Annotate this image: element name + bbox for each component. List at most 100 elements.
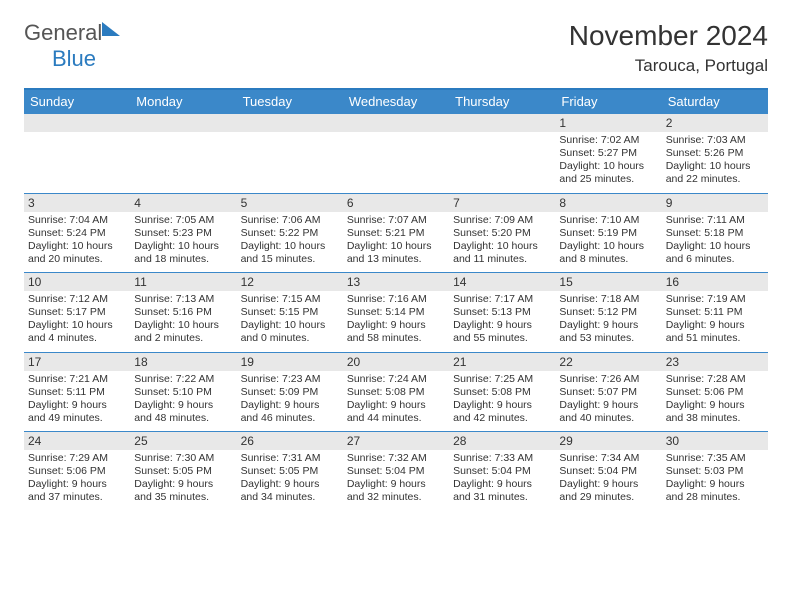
title-block: November 2024 Tarouca, Portugal: [569, 20, 768, 76]
day-details: Sunrise: 7:16 AMSunset: 5:14 PMDaylight:…: [343, 291, 449, 352]
sunset: Sunset: 5:22 PM: [241, 227, 339, 240]
sunset: Sunset: 5:24 PM: [28, 227, 126, 240]
day-number: 29: [555, 432, 661, 450]
day-number: 5: [237, 194, 343, 212]
daylight: Daylight: 10 hours and 25 minutes.: [559, 160, 657, 186]
day-number: 21: [449, 353, 555, 371]
sunset: Sunset: 5:18 PM: [666, 227, 764, 240]
day-number: 15: [555, 273, 661, 291]
day-cell: 18Sunrise: 7:22 AMSunset: 5:10 PMDayligh…: [130, 352, 236, 432]
day-details: Sunrise: 7:12 AMSunset: 5:17 PMDaylight:…: [24, 291, 130, 352]
day-number: 22: [555, 353, 661, 371]
day-details: Sunrise: 7:33 AMSunset: 5:04 PMDaylight:…: [449, 450, 555, 511]
daylight: Daylight: 10 hours and 13 minutes.: [347, 240, 445, 266]
day-number: 17: [24, 353, 130, 371]
day-number: 2: [662, 114, 768, 132]
day-number: 7: [449, 194, 555, 212]
daylight: Daylight: 9 hours and 44 minutes.: [347, 399, 445, 425]
sunrise: Sunrise: 7:05 AM: [134, 214, 232, 227]
day-details: Sunrise: 7:07 AMSunset: 5:21 PMDaylight:…: [343, 212, 449, 273]
dow-sun: Sunday: [24, 89, 130, 114]
day-cell: 6Sunrise: 7:07 AMSunset: 5:21 PMDaylight…: [343, 193, 449, 273]
week-row: 10Sunrise: 7:12 AMSunset: 5:17 PMDayligh…: [24, 273, 768, 353]
sunrise: Sunrise: 7:03 AM: [666, 134, 764, 147]
day-details: Sunrise: 7:02 AMSunset: 5:27 PMDaylight:…: [555, 132, 661, 193]
week-row: 24Sunrise: 7:29 AMSunset: 5:06 PMDayligh…: [24, 432, 768, 511]
daylight: Daylight: 9 hours and 49 minutes.: [28, 399, 126, 425]
day-number: 13: [343, 273, 449, 291]
day-details: Sunrise: 7:26 AMSunset: 5:07 PMDaylight:…: [555, 371, 661, 432]
day-number: 14: [449, 273, 555, 291]
day-number: 10: [24, 273, 130, 291]
sunset: Sunset: 5:10 PM: [134, 386, 232, 399]
day-details: Sunrise: 7:06 AMSunset: 5:22 PMDaylight:…: [237, 212, 343, 273]
sunrise: Sunrise: 7:16 AM: [347, 293, 445, 306]
sunset: Sunset: 5:07 PM: [559, 386, 657, 399]
daylight: Daylight: 10 hours and 8 minutes.: [559, 240, 657, 266]
sunset: Sunset: 5:06 PM: [28, 465, 126, 478]
logo: General Blue: [24, 20, 120, 72]
sunset: Sunset: 5:05 PM: [241, 465, 339, 478]
sunrise: Sunrise: 7:18 AM: [559, 293, 657, 306]
logo-triangle-icon: [102, 22, 120, 36]
logo-word1: General: [24, 20, 102, 45]
daylight: Daylight: 9 hours and 46 minutes.: [241, 399, 339, 425]
sunset: Sunset: 5:20 PM: [453, 227, 551, 240]
calendar-table: Sunday Monday Tuesday Wednesday Thursday…: [24, 88, 768, 511]
day-details: Sunrise: 7:25 AMSunset: 5:08 PMDaylight:…: [449, 371, 555, 432]
day-cell: [130, 114, 236, 194]
sunset: Sunset: 5:04 PM: [453, 465, 551, 478]
day-cell: 9Sunrise: 7:11 AMSunset: 5:18 PMDaylight…: [662, 193, 768, 273]
day-number: 20: [343, 353, 449, 371]
dow-row: Sunday Monday Tuesday Wednesday Thursday…: [24, 89, 768, 114]
sunset: Sunset: 5:17 PM: [28, 306, 126, 319]
daylight: Daylight: 10 hours and 11 minutes.: [453, 240, 551, 266]
location: Tarouca, Portugal: [569, 56, 768, 76]
sunrise: Sunrise: 7:09 AM: [453, 214, 551, 227]
sunrise: Sunrise: 7:33 AM: [453, 452, 551, 465]
dow-sat: Saturday: [662, 89, 768, 114]
daylight: Daylight: 10 hours and 22 minutes.: [666, 160, 764, 186]
day-cell: 11Sunrise: 7:13 AMSunset: 5:16 PMDayligh…: [130, 273, 236, 353]
day-details: Sunrise: 7:13 AMSunset: 5:16 PMDaylight:…: [130, 291, 236, 352]
daylight: Daylight: 9 hours and 53 minutes.: [559, 319, 657, 345]
day-details: Sunrise: 7:34 AMSunset: 5:04 PMDaylight:…: [555, 450, 661, 511]
sunrise: Sunrise: 7:31 AM: [241, 452, 339, 465]
dow-wed: Wednesday: [343, 89, 449, 114]
sunrise: Sunrise: 7:06 AM: [241, 214, 339, 227]
sunrise: Sunrise: 7:07 AM: [347, 214, 445, 227]
sunrise: Sunrise: 7:19 AM: [666, 293, 764, 306]
day-cell: 30Sunrise: 7:35 AMSunset: 5:03 PMDayligh…: [662, 432, 768, 511]
sunrise: Sunrise: 7:30 AM: [134, 452, 232, 465]
daylight: Daylight: 10 hours and 6 minutes.: [666, 240, 764, 266]
sunset: Sunset: 5:13 PM: [453, 306, 551, 319]
week-row: 3Sunrise: 7:04 AMSunset: 5:24 PMDaylight…: [24, 193, 768, 273]
day-details: Sunrise: 7:11 AMSunset: 5:18 PMDaylight:…: [662, 212, 768, 273]
sunrise: Sunrise: 7:13 AM: [134, 293, 232, 306]
sunset: Sunset: 5:08 PM: [347, 386, 445, 399]
day-number: 1: [555, 114, 661, 132]
day-details: Sunrise: 7:05 AMSunset: 5:23 PMDaylight:…: [130, 212, 236, 273]
daylight: Daylight: 9 hours and 58 minutes.: [347, 319, 445, 345]
daylight: Daylight: 9 hours and 51 minutes.: [666, 319, 764, 345]
day-cell: 21Sunrise: 7:25 AMSunset: 5:08 PMDayligh…: [449, 352, 555, 432]
day-cell: 19Sunrise: 7:23 AMSunset: 5:09 PMDayligh…: [237, 352, 343, 432]
day-details: Sunrise: 7:19 AMSunset: 5:11 PMDaylight:…: [662, 291, 768, 352]
day-number: 3: [24, 194, 130, 212]
day-cell: 8Sunrise: 7:10 AMSunset: 5:19 PMDaylight…: [555, 193, 661, 273]
daylight: Daylight: 9 hours and 31 minutes.: [453, 478, 551, 504]
day-cell: 12Sunrise: 7:15 AMSunset: 5:15 PMDayligh…: [237, 273, 343, 353]
daylight: Daylight: 10 hours and 4 minutes.: [28, 319, 126, 345]
dow-mon: Monday: [130, 89, 236, 114]
daylight: Daylight: 9 hours and 38 minutes.: [666, 399, 764, 425]
day-cell: 23Sunrise: 7:28 AMSunset: 5:06 PMDayligh…: [662, 352, 768, 432]
day-number: 28: [449, 432, 555, 450]
day-cell: 14Sunrise: 7:17 AMSunset: 5:13 PMDayligh…: [449, 273, 555, 353]
day-cell: 29Sunrise: 7:34 AMSunset: 5:04 PMDayligh…: [555, 432, 661, 511]
day-cell: 4Sunrise: 7:05 AMSunset: 5:23 PMDaylight…: [130, 193, 236, 273]
daylight: Daylight: 10 hours and 15 minutes.: [241, 240, 339, 266]
day-cell: [237, 114, 343, 194]
sunrise: Sunrise: 7:23 AM: [241, 373, 339, 386]
sunset: Sunset: 5:16 PM: [134, 306, 232, 319]
day-number: 16: [662, 273, 768, 291]
